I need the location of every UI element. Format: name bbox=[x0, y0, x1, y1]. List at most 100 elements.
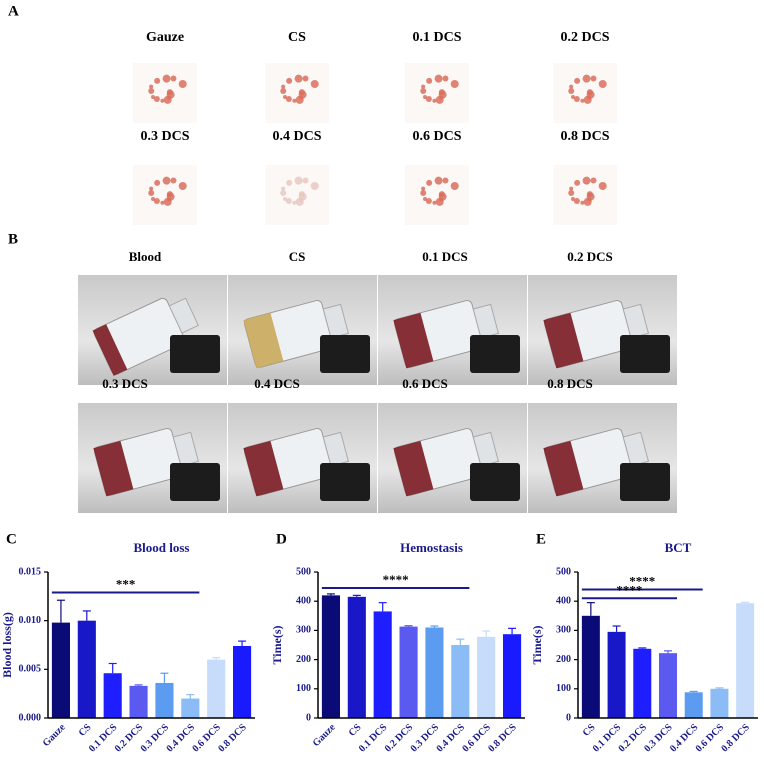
vial-neck bbox=[168, 297, 199, 334]
powder bbox=[295, 95, 304, 104]
powder bbox=[178, 181, 187, 190]
bar bbox=[633, 648, 652, 718]
vial bbox=[243, 300, 350, 369]
powder bbox=[590, 177, 597, 184]
powder bbox=[282, 196, 287, 201]
powder bbox=[426, 77, 433, 84]
chart-title: BCT bbox=[665, 540, 692, 555]
blood bbox=[243, 440, 284, 497]
powder bbox=[568, 190, 575, 197]
bar bbox=[684, 692, 703, 718]
panel-label: B bbox=[8, 231, 18, 247]
y-tick-label: 400 bbox=[296, 595, 311, 606]
y-tick-label: 200 bbox=[556, 654, 571, 665]
powder bbox=[285, 95, 292, 102]
powder bbox=[422, 94, 427, 99]
bar bbox=[155, 682, 174, 718]
powder bbox=[450, 79, 459, 88]
photo bbox=[265, 165, 329, 225]
caption: 0.6 DCS bbox=[412, 129, 461, 144]
powder bbox=[149, 84, 154, 89]
powder bbox=[281, 186, 286, 191]
caption: 0.1 DCS bbox=[422, 249, 468, 264]
photo bbox=[265, 63, 329, 123]
powder bbox=[426, 179, 433, 186]
powder bbox=[598, 79, 607, 88]
caption: 0.8 DCS bbox=[560, 129, 609, 144]
cap bbox=[620, 463, 670, 501]
powder bbox=[434, 74, 443, 83]
powder bbox=[442, 75, 449, 82]
powder bbox=[148, 190, 155, 197]
powder bbox=[310, 79, 319, 88]
powder bbox=[163, 95, 172, 104]
powder bbox=[310, 181, 319, 190]
bar bbox=[129, 685, 148, 718]
powder bbox=[580, 98, 585, 103]
powder bbox=[573, 197, 580, 204]
blood bbox=[393, 440, 434, 497]
x-tick-label: CS bbox=[581, 722, 598, 739]
bar bbox=[51, 622, 70, 718]
x-tick-label: 0.8 DCS bbox=[486, 722, 519, 755]
powder bbox=[420, 88, 427, 95]
vial bbox=[243, 428, 350, 497]
powder bbox=[421, 84, 426, 89]
powder bbox=[438, 191, 445, 198]
blood bbox=[543, 440, 584, 497]
caption: 0.6 DCS bbox=[402, 376, 448, 391]
y-tick-label: 400 bbox=[556, 595, 571, 606]
powder bbox=[282, 94, 287, 99]
powder bbox=[570, 196, 575, 201]
powder bbox=[586, 191, 593, 198]
cap bbox=[470, 463, 520, 501]
powder bbox=[162, 74, 171, 83]
powder bbox=[570, 94, 575, 99]
x-tick-label: CS bbox=[77, 722, 94, 739]
powder bbox=[582, 74, 591, 83]
powder bbox=[425, 95, 432, 102]
photo bbox=[553, 165, 617, 225]
vial bbox=[393, 300, 500, 369]
y-tick-label: 0.000 bbox=[19, 712, 42, 723]
vial bbox=[543, 428, 650, 497]
caption: CS bbox=[288, 30, 306, 45]
photo bbox=[405, 63, 469, 123]
panel-label: C bbox=[6, 531, 17, 547]
y-axis-label: Time(s) bbox=[270, 625, 284, 664]
bar bbox=[710, 688, 729, 718]
powder bbox=[302, 75, 309, 82]
bar bbox=[399, 626, 418, 718]
powder bbox=[421, 186, 426, 191]
powder bbox=[154, 179, 161, 186]
powder bbox=[280, 88, 287, 95]
panel-label: E bbox=[536, 531, 546, 547]
powder bbox=[442, 177, 449, 184]
powder bbox=[586, 89, 593, 96]
vial bbox=[92, 297, 199, 376]
powder bbox=[582, 176, 591, 185]
caption: 0.8 DCS bbox=[547, 376, 593, 391]
powder bbox=[166, 89, 173, 96]
bar bbox=[233, 645, 252, 718]
blood bbox=[243, 312, 284, 369]
powder bbox=[435, 197, 444, 206]
vial bbox=[543, 300, 650, 369]
x-tick-label: Gauze bbox=[311, 722, 338, 749]
powder bbox=[294, 74, 303, 83]
powder bbox=[281, 84, 286, 89]
caption: 0.2 DCS bbox=[560, 30, 609, 45]
significance-label: **** bbox=[629, 574, 655, 589]
panel-label: A bbox=[8, 3, 19, 19]
y-tick-label: 300 bbox=[296, 625, 311, 636]
powder bbox=[162, 176, 171, 185]
powder bbox=[153, 95, 160, 102]
bar bbox=[607, 631, 626, 718]
bar bbox=[321, 595, 340, 718]
blood bbox=[93, 440, 134, 497]
cap bbox=[620, 335, 670, 373]
bar bbox=[181, 698, 200, 718]
powder bbox=[163, 197, 172, 206]
powder bbox=[294, 176, 303, 185]
